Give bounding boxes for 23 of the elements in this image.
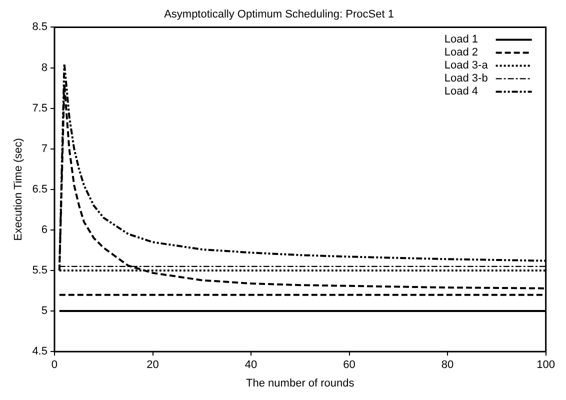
- y-tick-label: 6: [41, 224, 48, 236]
- y-tick-label: 6.5: [32, 183, 48, 196]
- x-axis-title: The number of rounds: [246, 377, 355, 390]
- y-tick-label: 7: [41, 142, 48, 155]
- y-tick-label: 8.5: [32, 21, 48, 34]
- y-tick-label: 8: [41, 62, 48, 74]
- y-tick-label: 5: [41, 305, 48, 318]
- y-tick-label: 7.5: [32, 102, 48, 114]
- y-tick-label: 5.5: [32, 264, 48, 277]
- legend-label: Load 3-b: [444, 72, 488, 85]
- legend-label: Load 4: [444, 86, 478, 98]
- y-tick-label: 4.5: [32, 346, 48, 358]
- x-tick-label: 0: [51, 359, 58, 372]
- legend-label: Load 2: [444, 46, 478, 59]
- x-tick-label: 100: [536, 359, 556, 372]
- x-tick-label: 80: [441, 359, 454, 372]
- x-tick-label: 60: [343, 359, 356, 372]
- chart-title: Asymptotically Optimum Scheduling: ProcSet 1: [164, 8, 394, 21]
- y-axis-title: Execution Time (sec): [12, 138, 25, 241]
- legend-label: Load 3-a: [444, 60, 489, 72]
- legend-label: Load 1: [444, 34, 478, 46]
- x-tick-label: 20: [146, 359, 159, 372]
- x-tick-label: 40: [244, 359, 258, 372]
